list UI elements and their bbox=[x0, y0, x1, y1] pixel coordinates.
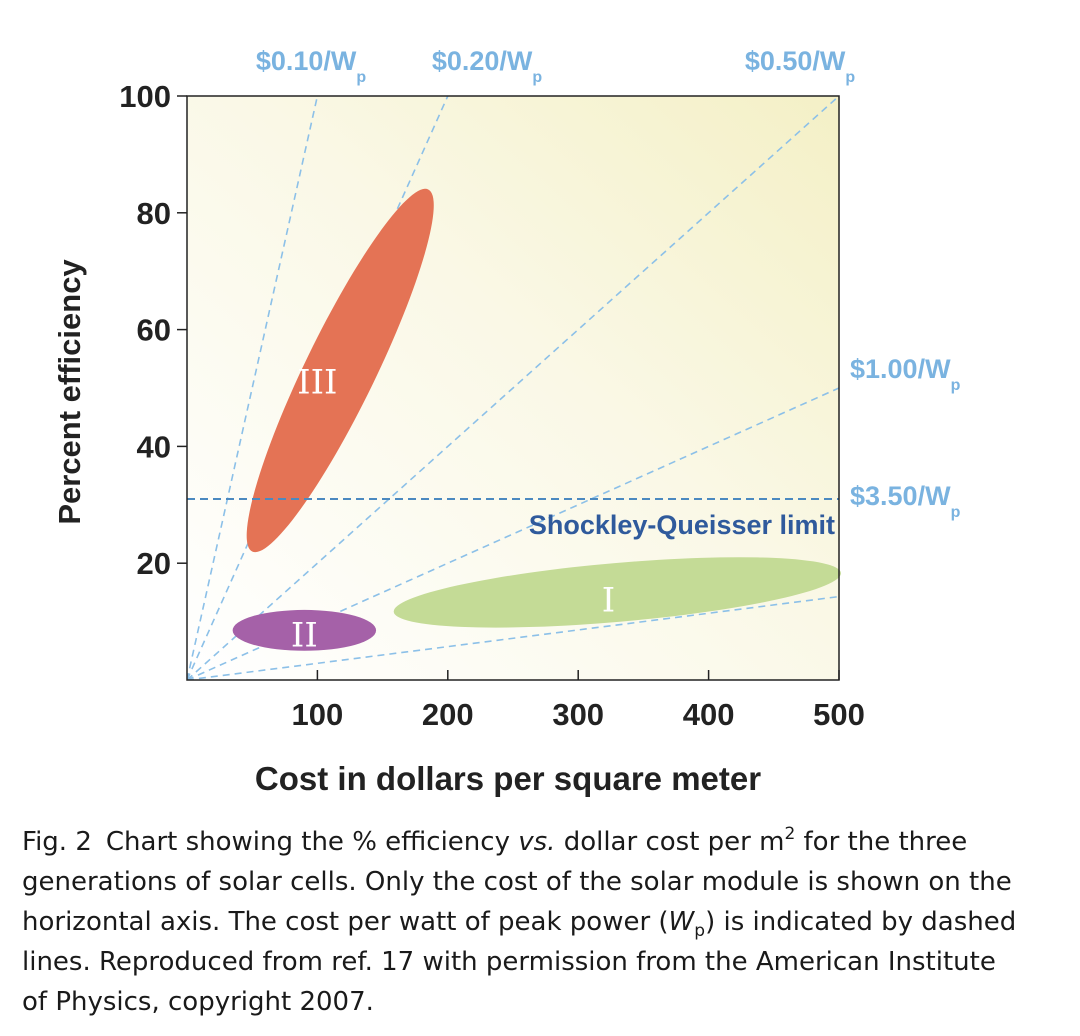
figure-caption: Fig. 2 Chart showing the % efficiency vs.… bbox=[22, 822, 1022, 1022]
cost-per-watt-line bbox=[187, 96, 319, 680]
y-tick-label: 20 bbox=[137, 546, 171, 581]
cost-per-watt-label: $0.20/Wp bbox=[432, 46, 543, 86]
caption-part2: dollar cost per m bbox=[555, 827, 785, 857]
y-tick-label: 100 bbox=[119, 79, 171, 114]
cost-per-watt-line bbox=[187, 96, 449, 680]
cost-per-watt-line bbox=[187, 96, 839, 680]
region-i-ellipse bbox=[393, 557, 841, 628]
caption-vs: vs. bbox=[518, 827, 556, 857]
y-tick-label: 80 bbox=[137, 196, 171, 231]
x-axis-title: Cost in dollars per square meter bbox=[255, 760, 761, 797]
cost-per-watt-line bbox=[187, 595, 839, 680]
caption-part1: Chart showing the % efficiency bbox=[105, 827, 519, 857]
cost-per-watt-label: $1.00/Wp bbox=[850, 354, 961, 394]
region-iii-label: III bbox=[297, 362, 337, 402]
caption-wp-w: W bbox=[668, 907, 695, 937]
x-tick-label: 200 bbox=[422, 697, 474, 732]
caption-m-superscript: 2 bbox=[784, 824, 796, 844]
region-ii-label: II bbox=[291, 615, 318, 655]
cost-per-watt-label: $3.50/Wp bbox=[850, 481, 961, 521]
y-tick-label: 60 bbox=[137, 313, 171, 348]
x-tick-label: 300 bbox=[552, 697, 604, 732]
x-tick-label: 500 bbox=[813, 697, 865, 732]
y-axis-title: Percent efficiency bbox=[52, 259, 87, 525]
region-i-label: I bbox=[602, 580, 615, 620]
cost-per-watt-label: $0.50/Wp bbox=[745, 46, 856, 86]
caption-wp-subscript: p bbox=[694, 921, 706, 941]
caption-fig-label: Fig. 2 bbox=[22, 827, 92, 857]
x-tick-label: 100 bbox=[292, 697, 344, 732]
plot-frame bbox=[186, 95, 840, 681]
shockley-queisser-label: Shockley-Queisser limit bbox=[529, 510, 835, 540]
caption-part3: for the three generations of solar cells… bbox=[22, 827, 1012, 937]
region-ii-ellipse bbox=[232, 609, 377, 651]
cost-per-watt-label: $0.10/Wp bbox=[256, 46, 367, 86]
region-iii-ellipse bbox=[246, 188, 434, 553]
y-tick-label: 40 bbox=[137, 429, 171, 464]
caption-part4: ) is indicated by dashed lines. Reproduc… bbox=[22, 907, 1017, 1017]
x-tick-label: 400 bbox=[683, 697, 735, 732]
